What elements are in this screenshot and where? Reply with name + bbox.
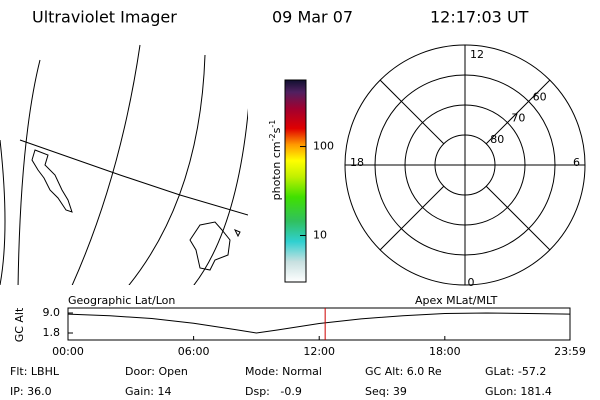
y-axis-label: GC Alt	[13, 307, 26, 342]
status-field: Mode: Normal	[245, 365, 322, 378]
status-field: Seq: 39	[365, 385, 407, 398]
status-field: GLon: 181.4	[485, 385, 552, 398]
lat-label: 70	[511, 112, 525, 125]
y-tick-label: 9.0	[43, 306, 61, 319]
status-field: GC Alt: 6.0 Re	[365, 365, 442, 378]
title: Ultraviolet Imager	[32, 8, 177, 27]
colorbar-tick-label: 10	[313, 228, 327, 241]
mlt-label: 12	[470, 48, 484, 61]
meridian	[379, 79, 445, 145]
meridian	[485, 79, 551, 145]
status-field: GLat: -57.2	[485, 365, 546, 378]
meridian	[485, 185, 551, 251]
lat-label: 80	[490, 133, 504, 146]
colorbar-label-text: photon cm-2s-1	[268, 120, 284, 201]
map	[0, 44, 248, 285]
date: 09 Mar 07	[272, 8, 353, 27]
x-tick-label: 18:00	[429, 345, 461, 358]
meridian	[379, 185, 445, 251]
status-field: Gain: 14	[125, 385, 172, 398]
lat-label: 60	[533, 90, 547, 103]
colorbar-label: photon cm-2s-1	[268, 120, 284, 201]
colorbar-tick-label: 100	[313, 140, 334, 153]
status-field: Dsp: -0.9	[245, 385, 302, 398]
right-header: Apex MLat/MLT	[415, 294, 498, 307]
status-field: Door: Open	[125, 365, 188, 378]
colorbar	[284, 79, 307, 283]
status-field: IP: 36.0	[10, 385, 52, 398]
time: 12:17:03 UT	[430, 8, 529, 27]
x-tick-label: 00:00	[52, 345, 84, 358]
left-header: Geographic Lat/Lon	[68, 294, 175, 307]
mlt-label: 18	[350, 156, 364, 169]
mlt-label: 6	[573, 156, 580, 169]
x-tick-label: 23:59	[554, 345, 586, 358]
altitude-line	[67, 312, 571, 334]
x-tick-label: 12:00	[303, 345, 335, 358]
status-field: Flt: LBHL	[10, 365, 60, 378]
x-tick-label: 06:00	[178, 345, 210, 358]
polar-plot	[344, 44, 586, 286]
mlt-label: 0	[468, 276, 475, 289]
y-tick-label: 1.8	[43, 326, 61, 339]
